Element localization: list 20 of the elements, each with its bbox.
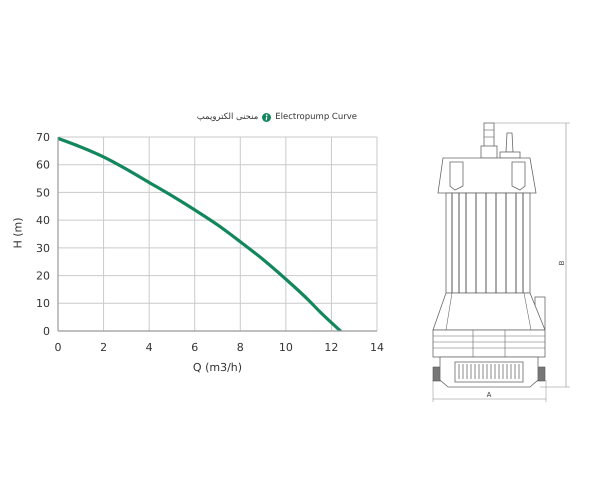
y-tick-label: 20 [36, 269, 50, 282]
x-tick-label: 0 [54, 340, 62, 354]
x-tick-label: 10 [278, 340, 293, 354]
chart-subtitle: منحنی الکتروپمپ [196, 112, 258, 122]
y-tick-label: 10 [36, 297, 50, 310]
y-tick-label: 50 [36, 186, 50, 200]
y-tick-label: 40 [36, 214, 50, 228]
y-axis-title: H (m) [12, 217, 24, 249]
y-tick-label: 70 [36, 130, 50, 144]
x-tick-label: 8 [236, 340, 244, 354]
y-tick-label: 60 [36, 158, 50, 172]
x-axis-title: Q (m3/h) [192, 361, 244, 374]
y-tick-label: 0 [43, 324, 50, 338]
x-tick-label: 14 [370, 340, 384, 354]
x-tick-label: 6 [191, 340, 198, 354]
y-tick-label: 30 [36, 242, 50, 255]
x-tick-label: 4 [146, 340, 153, 354]
x-tick-label: 12 [324, 340, 338, 354]
chart-title: Electropump Curve [275, 112, 357, 122]
x-tick-label: 2 [100, 340, 108, 354]
